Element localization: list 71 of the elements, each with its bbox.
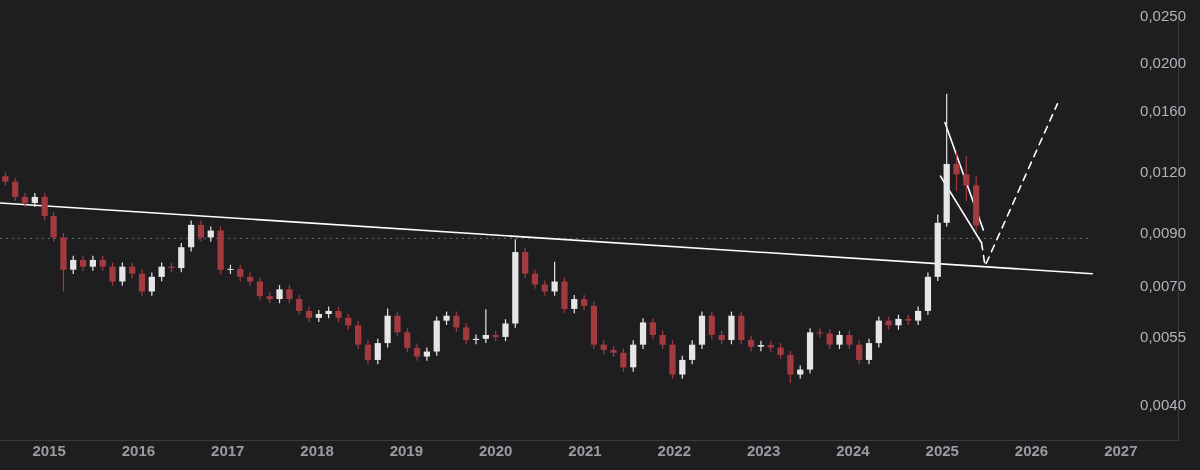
- candlestick: [404, 327, 411, 353]
- y-tick-label: 0,0040: [1140, 395, 1186, 413]
- candlestick: [423, 346, 431, 362]
- candlestick: [453, 311, 460, 333]
- candlestick: [256, 276, 264, 301]
- y-tick-label: 0,0070: [1140, 277, 1186, 295]
- x-tick-label: 2019: [389, 442, 424, 460]
- x-tick-label: 2026: [1014, 442, 1049, 460]
- candlestick: [787, 350, 794, 384]
- candlestick: [708, 311, 715, 340]
- candlestick: [522, 247, 529, 279]
- candlestick: [296, 294, 303, 316]
- candlestick: [856, 339, 863, 365]
- candlestick: [630, 339, 637, 373]
- x-tick-label: 2017: [211, 442, 245, 460]
- candlestick: [659, 330, 666, 350]
- y-tick-label: 0,0120: [1140, 162, 1186, 180]
- x-tick-label: 2023: [746, 442, 781, 460]
- candlestick: [148, 271, 155, 297]
- y-tick-label: 0,0250: [1140, 7, 1186, 25]
- candlestick: [963, 155, 970, 202]
- candlestick: [689, 339, 696, 365]
- candlestick: [197, 219, 205, 243]
- candlestick: [394, 311, 401, 338]
- candlestick: [246, 271, 254, 287]
- candlestick: [914, 305, 922, 326]
- candlestick: [158, 262, 165, 282]
- x-tick-label: 2021: [568, 442, 602, 460]
- candlestick: [571, 294, 578, 314]
- candlestick: [21, 192, 29, 208]
- candlestick: [502, 318, 509, 342]
- candlestick: [364, 339, 372, 365]
- candlestick: [374, 338, 381, 365]
- candlestick: [875, 315, 882, 349]
- candlestick: [41, 192, 48, 221]
- candlestick: [138, 268, 146, 297]
- candlestick: [757, 340, 765, 352]
- candlestick: [109, 262, 116, 287]
- y-tick-label: 0,0200: [1140, 54, 1186, 72]
- candlestick: [355, 320, 362, 350]
- y-tick-label: 0,0160: [1140, 101, 1186, 119]
- y-tick-label: 0,0055: [1140, 328, 1186, 346]
- candlestick: [463, 322, 470, 345]
- x-tick-label: 2024: [836, 442, 871, 460]
- y-tick-label: 0,0090: [1140, 223, 1186, 241]
- candlestick: [865, 338, 873, 365]
- candlestick: [119, 262, 126, 287]
- candlestick: [482, 308, 489, 344]
- candlestick: [50, 211, 57, 243]
- candlestick: [178, 242, 185, 273]
- candlestick: [836, 330, 843, 350]
- candlestick: [70, 255, 77, 275]
- candlestick: [846, 330, 853, 350]
- candlestick: [551, 261, 558, 297]
- x-tick-label: 2015: [32, 442, 66, 460]
- candlestick: [286, 284, 293, 304]
- candlestick: [639, 317, 647, 350]
- candlestick: [679, 355, 686, 380]
- candlestick: [276, 284, 283, 304]
- candlestick: [649, 317, 656, 340]
- candlestick: [12, 177, 19, 202]
- x-tick-label: 2027: [1104, 442, 1138, 460]
- candlestick: [620, 348, 627, 373]
- candlestick: [953, 150, 960, 192]
- x-tick-label: 2020: [478, 442, 513, 460]
- candlestick: [826, 328, 833, 350]
- candlestick: [188, 219, 195, 253]
- x-tick-label: 2022: [657, 442, 691, 460]
- x-tick-label: 2018: [300, 442, 334, 460]
- x-tick-label: 2025: [925, 442, 959, 460]
- x-tick-label: 2016: [121, 442, 156, 460]
